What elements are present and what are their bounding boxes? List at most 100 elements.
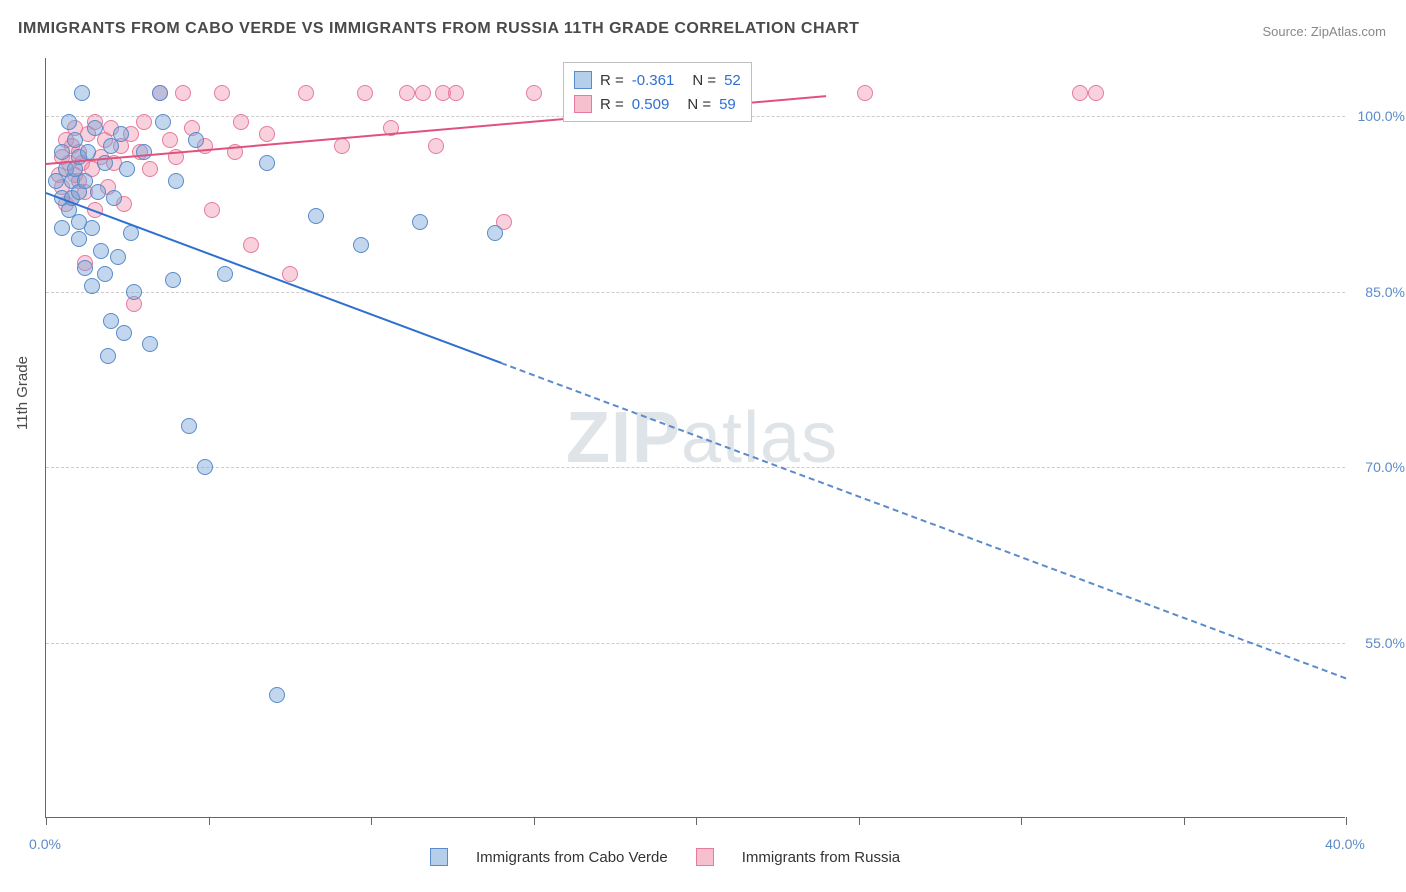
data-point-a xyxy=(116,325,132,341)
data-point-a xyxy=(84,220,100,236)
legend-stats: R = -0.361 N = 52 R = 0.509 N = 59 xyxy=(563,62,752,122)
data-point-a xyxy=(84,278,100,294)
gridline xyxy=(46,467,1345,468)
trend-line xyxy=(46,193,502,365)
data-point-a xyxy=(168,173,184,189)
x-tick xyxy=(696,817,697,825)
data-point-a xyxy=(308,208,324,224)
data-point-b xyxy=(175,85,191,101)
data-point-a xyxy=(100,348,116,364)
r-label: R = xyxy=(600,96,624,113)
trend-line xyxy=(501,362,1347,679)
data-point-a xyxy=(97,266,113,282)
legend-label-b: Immigrants from Russia xyxy=(742,849,900,866)
y-tick-label: 55.0% xyxy=(1365,635,1405,651)
legend-swatch-b-icon xyxy=(574,95,592,113)
data-point-a xyxy=(152,85,168,101)
data-point-b xyxy=(298,85,314,101)
data-point-a xyxy=(106,190,122,206)
data-point-a xyxy=(142,336,158,352)
data-point-a xyxy=(77,260,93,276)
y-tick-label: 85.0% xyxy=(1365,284,1405,300)
data-point-a xyxy=(80,144,96,160)
legend-swatch-a-icon xyxy=(430,848,448,866)
data-point-a xyxy=(77,173,93,189)
r-value-a: -0.361 xyxy=(632,72,675,89)
data-point-b xyxy=(204,202,220,218)
gridline xyxy=(46,643,1345,644)
data-point-b xyxy=(448,85,464,101)
x-tick xyxy=(209,817,210,825)
data-point-a xyxy=(259,155,275,171)
x-axis-max-label: 40.0% xyxy=(1325,836,1365,852)
data-point-b xyxy=(162,132,178,148)
data-point-a xyxy=(136,144,152,160)
data-point-a xyxy=(71,231,87,247)
data-point-b xyxy=(526,85,542,101)
data-point-b xyxy=(334,138,350,154)
x-tick xyxy=(1346,817,1347,825)
data-point-a xyxy=(126,284,142,300)
x-tick xyxy=(371,817,372,825)
data-point-a xyxy=(269,687,285,703)
r-label: R = xyxy=(600,72,624,89)
data-point-b xyxy=(357,85,373,101)
data-point-a xyxy=(119,161,135,177)
r-value-b: 0.509 xyxy=(632,96,670,113)
data-point-a xyxy=(54,220,70,236)
data-point-b xyxy=(136,114,152,130)
x-tick xyxy=(859,817,860,825)
data-point-b xyxy=(1088,85,1104,101)
n-label: N = xyxy=(687,96,711,113)
legend-series: Immigrants from Cabo Verde Immigrants fr… xyxy=(430,848,900,866)
legend-stats-row-b: R = 0.509 N = 59 xyxy=(574,92,741,116)
data-point-b xyxy=(259,126,275,142)
x-tick xyxy=(1021,817,1022,825)
data-point-a xyxy=(74,85,90,101)
legend-swatch-b-icon xyxy=(696,848,714,866)
data-point-b xyxy=(1072,85,1088,101)
data-point-b xyxy=(243,237,259,253)
data-point-a xyxy=(54,144,70,160)
y-axis-title: 11th Grade xyxy=(14,356,31,430)
data-point-a xyxy=(188,132,204,148)
n-value-b: 59 xyxy=(719,96,736,113)
data-point-b xyxy=(214,85,230,101)
data-point-a xyxy=(93,243,109,259)
gridline xyxy=(46,292,1345,293)
x-tick xyxy=(1184,817,1185,825)
x-tick xyxy=(534,817,535,825)
data-point-a xyxy=(87,120,103,136)
data-point-b xyxy=(415,85,431,101)
data-point-a xyxy=(67,132,83,148)
data-point-a xyxy=(113,126,129,142)
chart-title: IMMIGRANTS FROM CABO VERDE VS IMMIGRANTS… xyxy=(18,20,859,38)
chart-plot-area: ZIPatlas 100.0%85.0%70.0%55.0% xyxy=(45,58,1345,818)
x-axis-min-label: 0.0% xyxy=(29,836,61,852)
data-point-a xyxy=(90,184,106,200)
data-point-a xyxy=(412,214,428,230)
legend-swatch-a-icon xyxy=(574,71,592,89)
data-point-a xyxy=(103,313,119,329)
data-point-b xyxy=(142,161,158,177)
legend-label-a: Immigrants from Cabo Verde xyxy=(476,849,668,866)
data-point-b xyxy=(857,85,873,101)
data-point-a xyxy=(110,249,126,265)
data-point-b xyxy=(399,85,415,101)
n-label: N = xyxy=(692,72,716,89)
legend-stats-row-a: R = -0.361 N = 52 xyxy=(574,68,741,92)
data-point-a xyxy=(353,237,369,253)
data-point-a xyxy=(165,272,181,288)
n-value-a: 52 xyxy=(724,72,741,89)
data-point-b xyxy=(428,138,444,154)
source-link[interactable]: ZipAtlas.com xyxy=(1311,24,1386,39)
y-tick-label: 100.0% xyxy=(1358,108,1405,124)
data-point-a xyxy=(217,266,233,282)
data-point-a xyxy=(155,114,171,130)
data-point-b xyxy=(233,114,249,130)
y-tick-label: 70.0% xyxy=(1365,459,1405,475)
x-tick xyxy=(46,817,47,825)
source: Source: ZipAtlas.com xyxy=(1262,24,1386,39)
source-label: Source: xyxy=(1262,24,1310,39)
data-point-a xyxy=(61,114,77,130)
